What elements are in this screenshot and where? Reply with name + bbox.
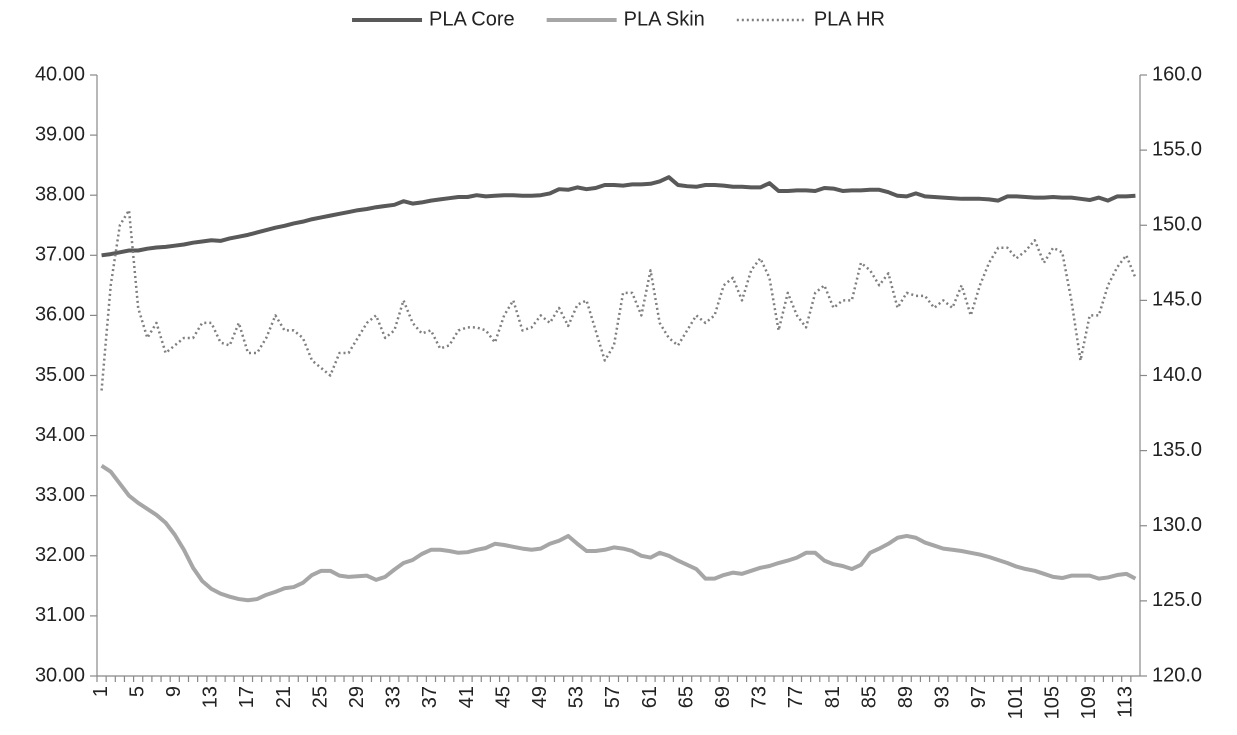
legend-label: PLA Core	[429, 8, 515, 30]
x-tick-label: 49	[529, 686, 551, 708]
y-tick-label: 32.00	[35, 544, 85, 566]
x-tick-label: 89	[895, 686, 917, 708]
y2-tick-label: 125.0	[1152, 589, 1202, 611]
x-tick-label: 5	[126, 686, 148, 697]
y-tick-label: 39.00	[35, 123, 85, 145]
y2-tick-label: 160.0	[1152, 63, 1202, 85]
x-tick-label: 81	[822, 686, 844, 708]
x-tick-label: 17	[236, 686, 258, 708]
legend-label: PLA Skin	[624, 8, 705, 30]
x-tick-label: 41	[456, 686, 478, 708]
x-tick-label: 65	[675, 686, 697, 708]
y2-tick-label: 155.0	[1152, 138, 1202, 160]
x-tick-label: 21	[273, 686, 295, 708]
x-tick-label: 29	[346, 686, 368, 708]
x-tick-label: 13	[200, 686, 222, 708]
x-tick-label: 109	[1078, 686, 1100, 719]
x-tick-label: 69	[712, 686, 734, 708]
y2-tick-label: 130.0	[1152, 514, 1202, 536]
x-tick-label: 93	[932, 686, 954, 708]
x-tick-label: 25	[309, 686, 331, 708]
x-tick-label: 9	[163, 686, 185, 697]
y-tick-label: 35.00	[35, 364, 85, 386]
y2-tick-label: 135.0	[1152, 439, 1202, 461]
x-tick-label: 53	[566, 686, 588, 708]
y-tick-label: 37.00	[35, 244, 85, 266]
y-tick-label: 30.00	[35, 664, 85, 686]
legend-label: PLA HR	[814, 8, 885, 30]
x-tick-label: 37	[419, 686, 441, 708]
x-tick-label: 45	[492, 686, 514, 708]
x-tick-label: 113	[1115, 686, 1137, 718]
x-tick-label: 97	[968, 686, 990, 708]
y-tick-label: 33.00	[35, 484, 85, 506]
x-tick-label: 85	[858, 686, 880, 708]
series-line	[101, 175, 1136, 258]
y2-tick-label: 150.0	[1152, 214, 1202, 236]
y-tick-label: 40.00	[35, 63, 85, 85]
x-tick-label: 77	[785, 686, 807, 708]
y2-tick-label: 140.0	[1152, 364, 1202, 386]
series-line	[100, 208, 1137, 391]
x-tick-label: 101	[1005, 686, 1027, 719]
x-tick-label: 105	[1041, 686, 1063, 719]
x-tick-label: 33	[383, 686, 405, 708]
y2-tick-label: 145.0	[1152, 289, 1202, 311]
x-tick-label: 73	[749, 686, 771, 708]
x-tick-label: 57	[602, 686, 624, 708]
y-tick-label: 34.00	[35, 424, 85, 446]
y-tick-label: 31.00	[35, 604, 85, 626]
y-tick-label: 36.00	[35, 304, 85, 326]
legend: PLA Core PLA Skin PLA HR	[352, 8, 885, 30]
y-tick-label: 38.00	[35, 183, 85, 205]
x-tick-label: 1	[90, 686, 112, 697]
y2-tick-label: 120.0	[1152, 664, 1202, 686]
series-line	[100, 463, 1137, 603]
x-tick-label: 61	[639, 686, 661, 708]
